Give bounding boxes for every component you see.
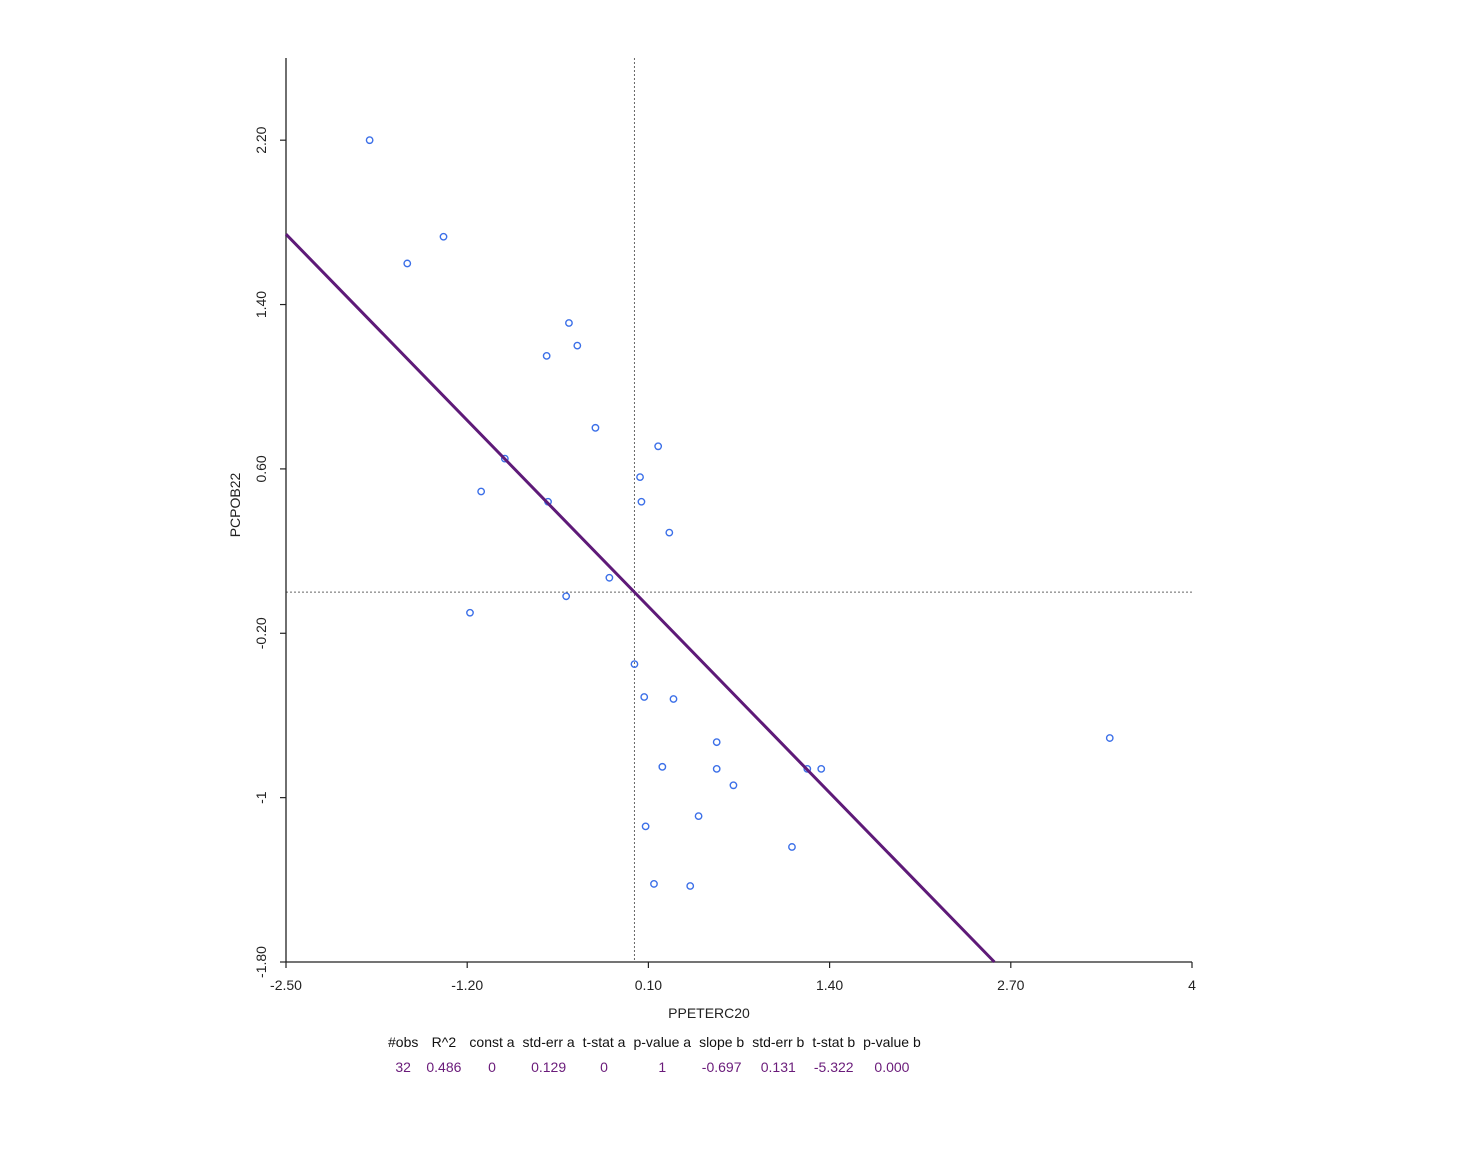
data-point [466,608,474,617]
data-point [654,442,663,451]
stats-value: 0 [488,1059,496,1075]
data-point [788,843,796,851]
stats-value: 0 [600,1059,608,1075]
data-point [637,497,646,506]
x-ticks: -2.50 -1.20 0.10 1.40 2.70 4 [270,962,1196,993]
x-tick-label: -2.50 [270,977,302,993]
reference-lines [286,58,1192,962]
data-point [562,592,571,601]
stats-header-row: #obs R^2 const a std-err a t-stat a p-va… [384,1030,925,1054]
data-point [817,764,826,773]
data-point [636,473,644,482]
regression-stats-table: #obs R^2 const a std-err a t-stat a p-va… [384,1030,925,1080]
data-point [669,695,678,703]
x-tick-label: 0.10 [635,977,662,993]
x-tick-label: 1.40 [816,977,843,993]
regression-line [284,233,996,964]
stats-value: 0.129 [531,1059,567,1075]
y-tick-label: 0.60 [253,455,269,482]
data-point [641,822,650,831]
x-tick-label: 4 [1188,977,1196,993]
stats-value: 0.000 [874,1059,910,1075]
data-point [477,487,486,496]
stats-value: -5.322 [813,1059,854,1075]
stats-header: p-value a [633,1034,692,1050]
data-point [686,882,695,890]
y-ticks: 2.20 1.40 0.60 -0.20 -1 -1.80 [253,126,286,978]
stats-header: R^2 [431,1034,457,1050]
x-tick-label: 2.70 [997,977,1024,993]
x-axis-title: PPETERC20 [668,1005,750,1021]
x-tick-label: -1.20 [451,977,483,993]
data-point [500,454,509,463]
stats-header: std-err b [752,1034,805,1050]
data-points [365,136,1114,890]
y-tick-label: -1 [253,791,269,804]
data-point [694,812,703,821]
data-point [650,880,658,888]
stats-value-row: 32 0.486 0 0.129 0 1 -0.697 0.131 -5.322… [384,1054,925,1080]
data-point [573,341,582,350]
data-point [1105,734,1114,742]
stats-value: 0.131 [760,1059,796,1075]
data-point [803,764,812,773]
data-point [605,573,614,582]
stats-value: 32 [395,1059,411,1075]
data-point [712,764,721,773]
data-point [665,528,674,537]
y-tick-label: 1.40 [253,291,269,318]
stats-value: 1 [658,1059,667,1075]
data-point [658,762,667,771]
y-tick-label: -1.80 [253,946,269,978]
stats-value: -0.697 [701,1059,742,1075]
data-point [403,259,412,268]
data-point [542,352,551,360]
stats-value: 0.486 [426,1059,462,1075]
data-point [640,693,649,701]
data-point [630,660,639,668]
data-point [712,738,721,747]
y-tick-label: 2.20 [253,126,269,153]
stats-header: #obs [388,1034,419,1050]
stats-header: t-stat a [582,1034,626,1050]
y-tick-label: -0.20 [253,617,269,649]
stats-header: slope b [699,1034,745,1050]
data-point [439,232,448,241]
data-point [565,319,573,327]
data-point [591,423,600,432]
data-point [729,781,738,790]
data-point [365,136,374,145]
y-axis-title: PCPOB22 [227,472,243,537]
stats-header: t-stat b [812,1034,856,1050]
stats-header: const a [469,1034,515,1050]
axes [285,58,1192,963]
stats-header: std-err a [522,1034,575,1050]
stats-header: p-value b [863,1034,921,1050]
